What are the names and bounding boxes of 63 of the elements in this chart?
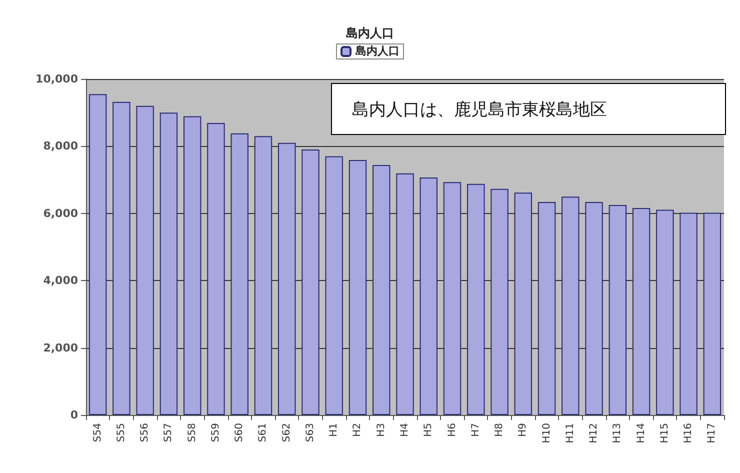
bar	[490, 188, 508, 415]
bar	[538, 202, 556, 415]
x-tick-label: H2	[352, 423, 364, 437]
x-tick-label: S61	[258, 423, 269, 442]
x-tick-label: H6	[446, 423, 458, 437]
x-tick-label: S63	[304, 423, 316, 442]
x-tick-label: H9	[518, 423, 529, 437]
x-tick-label: H13	[612, 423, 624, 444]
bar	[703, 212, 722, 415]
x-tick-label: S55	[116, 423, 127, 442]
bar	[514, 192, 532, 415]
bar	[88, 94, 107, 415]
x-tick-label: H1	[328, 423, 340, 437]
x-tick-label: H12	[588, 423, 600, 444]
x-tick-label: S60	[234, 423, 246, 442]
bar	[562, 196, 580, 415]
bar	[608, 205, 627, 415]
y-tick-label: 0	[70, 408, 78, 422]
bar	[656, 210, 674, 415]
x-tick-label: H17	[706, 423, 718, 444]
y-tick-label: 4,000	[43, 274, 78, 288]
x-tick-label: H16	[683, 423, 694, 444]
x-tick-label: H10	[541, 423, 552, 444]
bar	[136, 106, 154, 415]
x-tick-label: S62	[281, 423, 292, 442]
y-tick-label: 2,000	[43, 341, 78, 354]
bar	[302, 150, 320, 415]
x-tick-label: S58	[186, 423, 198, 442]
text-box: 島内人口は、鹿児島市東桜島地区	[331, 83, 726, 135]
bar	[467, 184, 485, 415]
bar	[348, 160, 367, 415]
chart-title: 島内人口	[346, 26, 394, 40]
x-tick-label: S59	[210, 423, 222, 442]
x-tick-label: H8	[494, 423, 506, 437]
x-tick-label: H11	[564, 423, 576, 444]
bar	[254, 136, 272, 415]
bar	[325, 156, 343, 415]
bar	[443, 182, 462, 415]
y-tick-label: 6,000	[43, 206, 78, 220]
bar	[585, 202, 603, 415]
x-tick-label: H15	[659, 423, 670, 444]
y-tick-label: 10,000	[36, 72, 78, 86]
legend-label: 島内人口	[356, 44, 400, 58]
bar	[230, 133, 248, 415]
x-tick-label: H5	[423, 423, 434, 437]
x-tick-label: S54	[92, 423, 104, 442]
x-tick-label: H14	[636, 423, 647, 444]
x-tick-label: S57	[163, 423, 174, 442]
bar	[420, 177, 438, 415]
bar	[183, 116, 202, 415]
y-tick-label: 8,000	[43, 140, 78, 153]
x-tick-label: S56	[140, 423, 151, 442]
x-tick-label: H7	[470, 423, 482, 437]
bar	[632, 208, 650, 415]
x-tick-label: H3	[376, 423, 387, 437]
bar	[207, 123, 225, 415]
bar	[680, 212, 698, 415]
bar	[160, 112, 178, 415]
bar	[278, 142, 296, 415]
bar	[396, 173, 414, 415]
bar	[372, 165, 390, 415]
x-tick-label: H4	[400, 423, 410, 437]
bar	[112, 102, 130, 415]
